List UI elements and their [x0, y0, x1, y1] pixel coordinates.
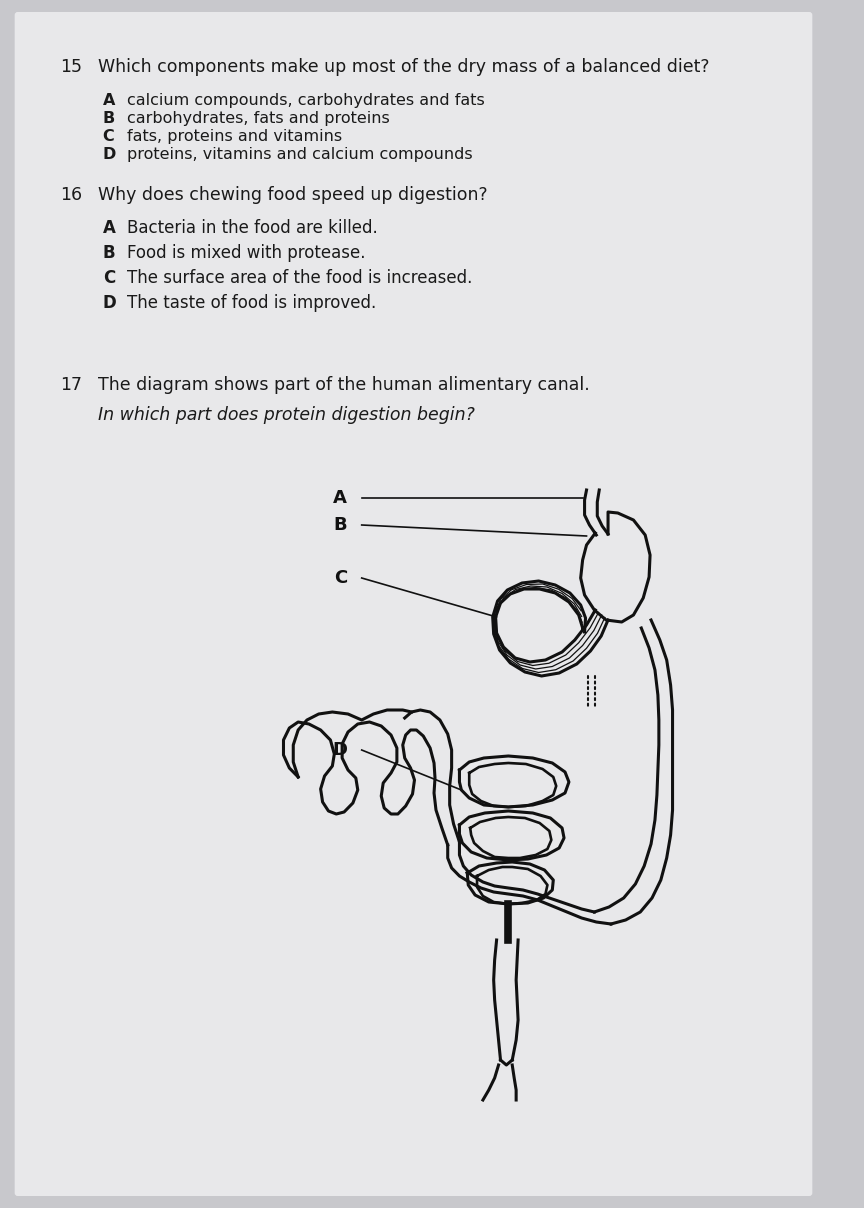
- Text: B: B: [103, 244, 115, 262]
- Text: calcium compounds, carbohydrates and fats: calcium compounds, carbohydrates and fat…: [127, 93, 485, 108]
- Text: C: C: [334, 569, 347, 587]
- Text: 17: 17: [60, 376, 83, 394]
- Text: The taste of food is improved.: The taste of food is improved.: [127, 294, 377, 312]
- Text: The surface area of the food is increased.: The surface area of the food is increase…: [127, 269, 473, 288]
- Text: fats, proteins and vitamins: fats, proteins and vitamins: [127, 129, 342, 144]
- Text: C: C: [103, 129, 114, 144]
- Text: A: A: [103, 219, 116, 237]
- Text: Food is mixed with protease.: Food is mixed with protease.: [127, 244, 365, 262]
- Text: D: D: [103, 294, 117, 312]
- Text: Why does chewing food speed up digestion?: Why does chewing food speed up digestion…: [98, 186, 487, 204]
- Text: D: D: [103, 147, 116, 162]
- Text: 16: 16: [60, 186, 83, 204]
- Text: 15: 15: [60, 58, 83, 76]
- Text: proteins, vitamins and calcium compounds: proteins, vitamins and calcium compounds: [127, 147, 473, 162]
- Text: C: C: [103, 269, 115, 288]
- Text: Bacteria in the food are killed.: Bacteria in the food are killed.: [127, 219, 378, 237]
- Text: The diagram shows part of the human alimentary canal.: The diagram shows part of the human alim…: [98, 376, 589, 394]
- Text: A: A: [103, 93, 115, 108]
- Text: In which part does protein digestion begin?: In which part does protein digestion beg…: [98, 406, 474, 424]
- Text: A: A: [334, 489, 347, 507]
- Text: B: B: [334, 516, 347, 534]
- FancyBboxPatch shape: [15, 12, 812, 1196]
- Text: D: D: [332, 741, 347, 759]
- Text: B: B: [103, 111, 115, 126]
- Text: Which components make up most of the dry mass of a balanced diet?: Which components make up most of the dry…: [98, 58, 709, 76]
- Text: carbohydrates, fats and proteins: carbohydrates, fats and proteins: [127, 111, 390, 126]
